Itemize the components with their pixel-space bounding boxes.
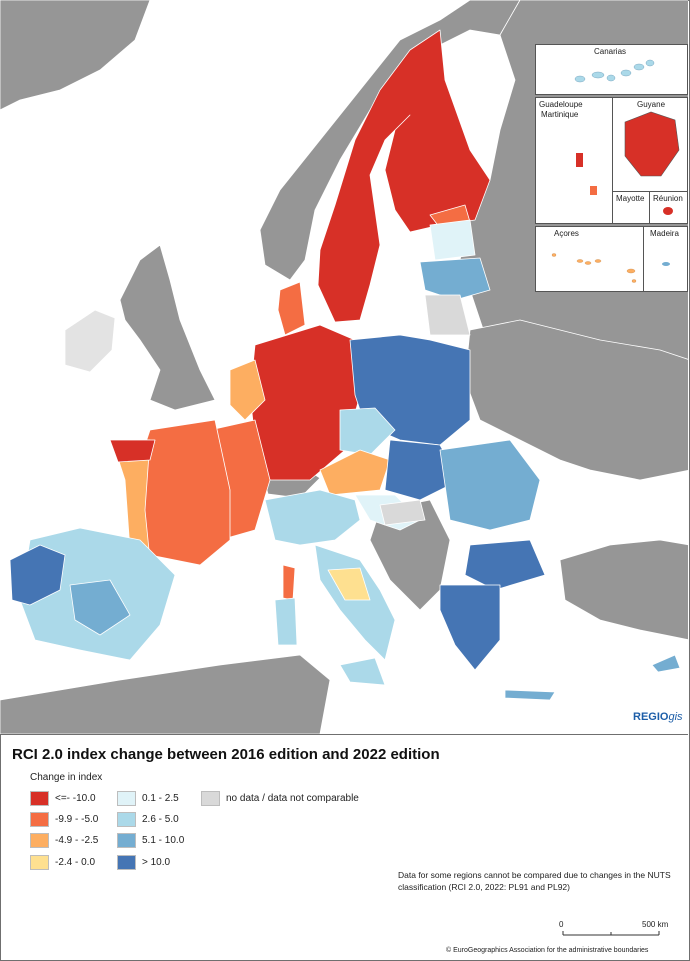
legend-item: 2.6 - 5.0	[117, 812, 179, 827]
region-italy-north	[264, 489, 361, 546]
scale-label-zero: 0	[559, 920, 564, 929]
legend-item: > 10.0	[117, 855, 170, 870]
legend-label: <=- -10.0	[55, 793, 96, 804]
legend-title: Change in index	[30, 772, 103, 783]
inset-label-madeira: Madeira	[650, 229, 679, 238]
legend-swatch	[30, 833, 49, 848]
land-turkey	[559, 539, 688, 641]
legend-swatch	[117, 855, 136, 870]
legend-label: -4.9 - -2.5	[55, 835, 99, 846]
legend-label: 0.1 - 2.5	[142, 793, 179, 804]
legend-swatch	[30, 791, 49, 806]
map-title: RCI 2.0 index change between 2016 editio…	[12, 746, 440, 763]
legend-item: 5.1 - 10.0	[117, 833, 184, 848]
region-serbia-nodata	[379, 499, 426, 526]
region-crete	[504, 689, 556, 701]
region-sardinia	[274, 597, 298, 646]
land-north-africa	[0, 654, 331, 734]
legend-label: no data / data not comparable	[226, 793, 359, 804]
legend-item: -2.4 - 0.0	[30, 855, 95, 870]
region-baltics-north	[429, 219, 476, 261]
regiogis-logo: REGIOgis	[633, 711, 683, 723]
inset-label-guyane: Guyane	[637, 100, 666, 109]
data-note: Data for some regions cannot be compared…	[398, 870, 671, 892]
region-greece	[439, 584, 501, 671]
inset-label-reunion: Réunion	[653, 194, 683, 203]
region-portugal	[9, 544, 66, 606]
legend-swatch	[117, 791, 136, 806]
land-uk	[119, 244, 216, 411]
inset-guyane: Guyane	[612, 97, 688, 193]
region-corsica	[282, 564, 296, 601]
scale-bar	[562, 931, 660, 936]
land-greenland-iceland	[0, 0, 151, 111]
copyright-note: © EuroGeographics Association for the ad…	[446, 947, 649, 954]
land-ukraine-belarus	[464, 319, 688, 481]
legend-label: 5.1 - 10.0	[142, 835, 185, 846]
inset-label-canarias: Canarias	[594, 47, 627, 56]
legend-item: no data / data not comparable	[201, 791, 359, 806]
legend-swatch	[117, 812, 136, 827]
inset-acores: Açores	[535, 226, 645, 292]
region-cyprus	[651, 654, 681, 673]
legend-swatch	[201, 791, 220, 806]
legend-label: 2.6 - 5.0	[142, 814, 179, 825]
inset-guadeloupe-martinique: Guadeloupe Martinique	[535, 97, 614, 224]
region-austria	[319, 449, 391, 496]
region-sweden-finland	[317, 29, 491, 323]
region-brittany	[109, 439, 156, 463]
scale-label-end: 500 km	[642, 920, 669, 929]
region-poland-ne-nodata	[424, 294, 471, 336]
legend-label: -2.4 - 0.0	[55, 857, 96, 868]
legend-swatch	[117, 833, 136, 848]
inset-label-guadeloupe: Guadeloupe	[539, 100, 583, 109]
inset-label-mayotte: Mayotte	[616, 194, 645, 203]
legend-swatch	[30, 855, 49, 870]
legend-item: 0.1 - 2.5	[117, 791, 179, 806]
region-spain-central	[69, 579, 131, 636]
region-sicily	[339, 657, 386, 686]
inset-mayotte: Mayotte	[612, 191, 651, 224]
inset-label-martinique: Martinique	[541, 110, 579, 119]
land-balkans-non-eu	[369, 499, 451, 611]
legend-item: <=- -10.0	[30, 791, 96, 806]
land-norway	[259, 0, 521, 281]
region-italy-mid	[327, 567, 371, 601]
inset-reunion: Réunion	[649, 191, 688, 224]
region-romania	[439, 439, 541, 531]
europe-map	[0, 0, 688, 734]
region-latvia-lithuania	[419, 257, 491, 301]
map-panel: Canarias Guadeloupe Martinique Guyane	[0, 0, 688, 735]
legend-swatch	[30, 812, 49, 827]
inset-canarias: Canarias	[535, 44, 688, 95]
legend-label: > 10.0	[142, 857, 171, 868]
region-benelux	[229, 359, 266, 421]
inset-label-acores: Açores	[554, 229, 579, 238]
region-czechia	[339, 407, 396, 456]
land-ireland	[64, 309, 116, 373]
region-germany	[249, 324, 361, 481]
region-denmark	[277, 281, 306, 336]
legend-label: -9.9 - -5.0	[55, 814, 99, 825]
region-bulgaria	[464, 539, 546, 591]
inset-madeira: Madeira	[643, 226, 688, 292]
legend-item: -4.9 - -2.5	[30, 833, 98, 848]
legend-item: -9.9 - -5.0	[30, 812, 98, 827]
